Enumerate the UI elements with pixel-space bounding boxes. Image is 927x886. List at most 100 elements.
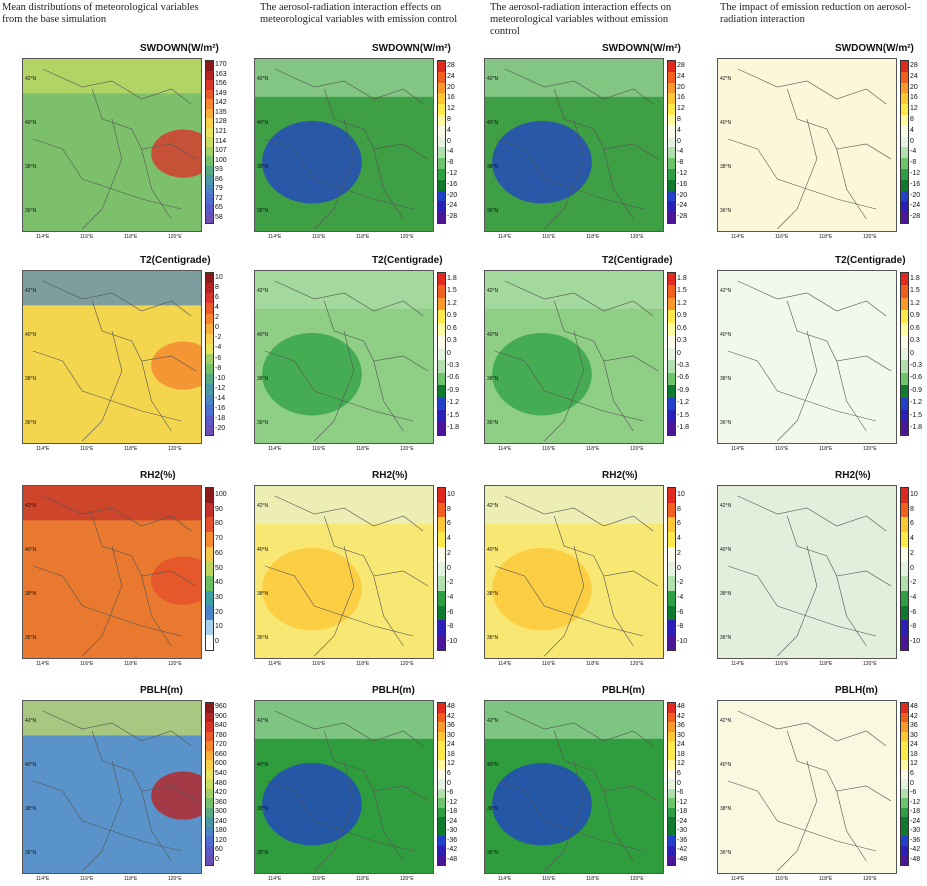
colorbar-segment bbox=[206, 303, 213, 314]
province-borders bbox=[23, 59, 201, 231]
colorbar-segment bbox=[668, 779, 675, 789]
colorbar-tick-label: 0.9 bbox=[677, 312, 687, 320]
panel-title-pblh: PBLH(m) bbox=[140, 685, 183, 696]
lat-label: 40°N bbox=[487, 762, 499, 768]
colorbar-segment bbox=[438, 807, 445, 818]
lat-label: 38°N bbox=[25, 164, 37, 170]
colorbar-segment bbox=[206, 118, 213, 128]
field-fill bbox=[718, 59, 896, 231]
colorbar-tick-label: -1.2 bbox=[910, 399, 923, 407]
province-borders bbox=[485, 701, 663, 873]
colorbar-tick-label: -4 bbox=[447, 148, 454, 156]
colorbar-segment bbox=[438, 826, 445, 837]
colorbar-segment bbox=[206, 374, 213, 385]
colorbar-segment bbox=[901, 605, 908, 621]
map-t2-3 bbox=[717, 270, 897, 444]
colorbar-tick-label: -1.5 bbox=[447, 411, 460, 419]
colorbar-tick-label: 114 bbox=[215, 137, 227, 145]
colorbar-swdown-1 bbox=[437, 60, 446, 224]
colorbar-tick-label: 121 bbox=[215, 127, 227, 135]
colorbar-segment bbox=[668, 731, 675, 742]
lat-label: 36°N bbox=[257, 635, 269, 641]
colorbar-segment bbox=[901, 591, 908, 606]
colorbar-segment bbox=[438, 703, 445, 713]
lon-label: 120°E bbox=[168, 446, 182, 452]
border-line bbox=[323, 88, 429, 160]
colorbar-tick-label: -20 bbox=[215, 425, 226, 433]
colorbar-tick-label: 24 bbox=[910, 72, 918, 80]
border-line bbox=[553, 515, 659, 587]
colorbar-tick-label: 6 bbox=[677, 769, 681, 777]
colorbar-segment bbox=[668, 125, 675, 137]
colorbar-tick-label: -30 bbox=[677, 827, 688, 835]
colorbar-tick-label: 8 bbox=[910, 505, 914, 513]
colorbar-segment bbox=[668, 517, 675, 533]
colorbar-t2-3 bbox=[900, 272, 909, 436]
colorbar-tick-label: 0 bbox=[910, 779, 914, 787]
colorbar-tick-label: 8 bbox=[215, 283, 219, 291]
colorbar-tick-label: -6 bbox=[677, 789, 684, 797]
colorbar-tick-label: -20 bbox=[910, 191, 921, 199]
colorbar-segment bbox=[438, 760, 445, 770]
colorbar-segment bbox=[438, 125, 445, 137]
colorbar-tick-label: 48 bbox=[910, 703, 918, 711]
colorbar-tick-label: 960 bbox=[215, 703, 227, 711]
lon-label: 118°E bbox=[586, 446, 600, 452]
colorbar-tick-label: 20 bbox=[677, 83, 685, 91]
colorbar-segment bbox=[206, 354, 213, 365]
colorbar-segment bbox=[438, 836, 445, 846]
border-line bbox=[141, 575, 172, 647]
colorbar-tick-label: -1.5 bbox=[910, 411, 923, 419]
colorbar-segment bbox=[438, 104, 445, 115]
lon-label: 116°E bbox=[80, 661, 94, 667]
colorbar-segment bbox=[206, 414, 213, 425]
colorbar-segment bbox=[901, 502, 908, 518]
border-line bbox=[727, 565, 877, 637]
colorbar-tick-label: -24 bbox=[677, 202, 688, 210]
border-line bbox=[737, 710, 887, 747]
colorbar-tick-label: -12 bbox=[447, 798, 458, 806]
colorbar-segment bbox=[901, 722, 908, 732]
colorbar-segment bbox=[668, 310, 675, 323]
colorbar-segment bbox=[438, 502, 445, 518]
colorbar-tick-label: -0.9 bbox=[910, 386, 923, 394]
sea-region bbox=[151, 771, 201, 820]
colorbar-segment bbox=[901, 71, 908, 83]
colorbar-segment bbox=[901, 201, 908, 213]
colorbar-segment bbox=[206, 203, 213, 214]
colorbar-segment bbox=[901, 517, 908, 533]
northern-band bbox=[485, 271, 663, 309]
colorbar-segment bbox=[901, 731, 908, 742]
colorbar-tick-label: -0.6 bbox=[677, 374, 690, 382]
colorbar-tick-label: -4 bbox=[677, 593, 684, 601]
lat-label: 36°N bbox=[720, 850, 732, 856]
colorbar-segment bbox=[438, 817, 445, 827]
panel-title-pblh: PBLH(m) bbox=[602, 685, 645, 696]
colorbar-tick-label: 30 bbox=[215, 593, 223, 601]
colorbar-tick-label: -24 bbox=[677, 817, 688, 825]
colorbar-segment bbox=[668, 190, 675, 202]
colorbar-segment bbox=[206, 404, 213, 415]
colorbar-segment bbox=[668, 546, 675, 562]
colorbar-segment bbox=[206, 175, 213, 185]
panel-title-rh2: RH2(%) bbox=[372, 470, 408, 481]
map-rh2-3 bbox=[717, 485, 897, 659]
colorbar-tick-label: -2 bbox=[910, 579, 917, 587]
colorbar-tick-label: 480 bbox=[215, 779, 227, 787]
colorbar-segment bbox=[206, 532, 213, 547]
colorbar-tick-label: 2 bbox=[215, 314, 219, 322]
colorbar-tick-label: -12 bbox=[910, 169, 921, 177]
colorbar-segment bbox=[206, 146, 213, 157]
border-line bbox=[544, 545, 585, 657]
colorbar-segment bbox=[901, 385, 908, 398]
colorbar-tick-label: 28 bbox=[910, 61, 918, 69]
colorbar-tick-label: -0.3 bbox=[910, 361, 923, 369]
colorbar-segment bbox=[438, 722, 445, 732]
colorbar-segment bbox=[901, 620, 908, 636]
colorbar-pblh-2 bbox=[667, 702, 676, 866]
colorbar-tick-label: -8 bbox=[910, 623, 917, 631]
lat-label: 38°N bbox=[257, 376, 269, 382]
colorbar-segment bbox=[668, 168, 675, 180]
lat-label: 38°N bbox=[487, 164, 499, 170]
colorbar-tick-label: 2 bbox=[910, 549, 914, 557]
